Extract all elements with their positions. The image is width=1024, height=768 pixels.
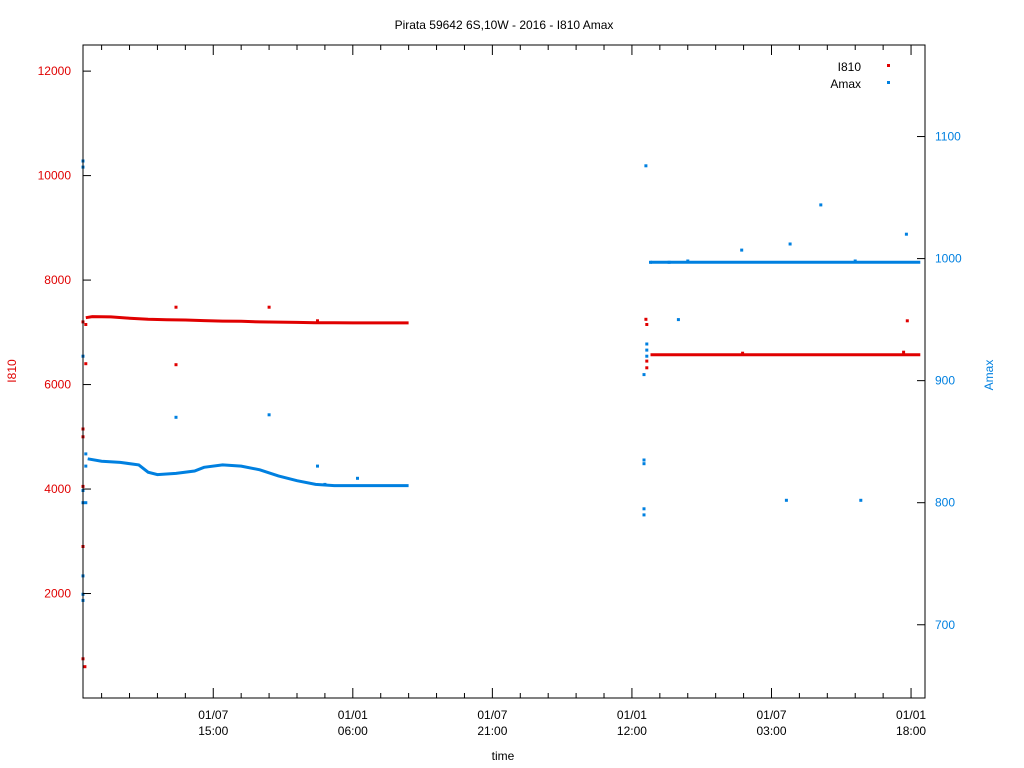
data-point-i810 — [174, 305, 178, 309]
x-tick-label-time: 12:00 — [617, 724, 647, 738]
data-point-amax — [645, 348, 649, 352]
data-point-i810 — [174, 363, 178, 367]
data-point-amax — [84, 464, 88, 468]
y-right-tick-label: 700 — [935, 618, 955, 632]
y-right-tick-label: 1000 — [935, 252, 962, 266]
data-point-amax — [676, 318, 680, 322]
x-tick-label-date: 01/07 — [756, 708, 786, 722]
data-point-amax — [667, 260, 671, 264]
x-tick-label-date: 01/01 — [338, 708, 368, 722]
y-axis-label-left: I810 — [5, 359, 19, 383]
tick-labels: 2000 4000 6000 8000 10000 12000 700 800 900 1000 1… — [38, 64, 962, 738]
x-tick-label-time: 21:00 — [477, 724, 507, 738]
data-point-amax — [853, 259, 857, 263]
x-tick-label-time: 18:00 — [896, 724, 926, 738]
y-axis-label-right: Amax — [982, 360, 996, 391]
legend-marker-i810 — [887, 64, 890, 67]
x-tick-label-date: 01/01 — [896, 708, 926, 722]
data-point-amax — [645, 354, 649, 358]
series-i810 — [81, 305, 921, 669]
x-tick-label-date: 01/07 — [198, 708, 228, 722]
data-point-i810 — [902, 350, 906, 354]
x-tick-label-date: 01/07 — [477, 708, 507, 722]
y-right-tick-label: 1100 — [935, 130, 961, 144]
y-left-tick-label: 2000 — [44, 587, 71, 601]
data-point-amax — [642, 513, 646, 517]
data-point-amax — [649, 260, 652, 264]
data-point-amax — [174, 415, 178, 419]
data-point-amax — [642, 458, 646, 462]
legend-marker-amax — [887, 81, 890, 84]
data-point-amax — [316, 464, 319, 468]
y-left-tick-label: 6000 — [44, 378, 71, 392]
data-point-amax — [84, 452, 88, 456]
x-tick-label-time: 03:00 — [756, 724, 786, 738]
data-point-i810 — [267, 305, 271, 309]
y-left-tick-label: 8000 — [44, 273, 71, 287]
data-point-amax — [904, 232, 908, 236]
y-right-tick-label: 900 — [935, 374, 955, 388]
data-point-amax — [356, 476, 359, 480]
plot-frame — [82, 44, 926, 699]
data-point-amax — [645, 342, 649, 346]
series-line-amax — [87, 457, 409, 488]
y-right-tick-label: 800 — [935, 496, 955, 510]
data-point-amax — [642, 373, 646, 377]
data-point-amax — [642, 462, 646, 466]
x-tick-label-time: 15:00 — [198, 724, 228, 738]
data-point-amax — [784, 498, 788, 502]
legend: I810 Amax — [830, 60, 890, 91]
data-point-amax — [740, 248, 744, 252]
data-point-i810 — [645, 323, 649, 326]
y-left-tick-label: 4000 — [44, 482, 71, 496]
x-tick-label-date: 01/01 — [617, 708, 647, 722]
data-point-amax — [788, 242, 792, 246]
data-point-i810 — [644, 317, 648, 321]
data-point-i810 — [83, 665, 87, 669]
x-tick-label-time: 06:00 — [338, 724, 368, 738]
data-point-i810 — [645, 366, 649, 370]
data-point-amax — [642, 507, 646, 511]
data-point-amax — [323, 482, 327, 486]
data-point-amax — [819, 203, 823, 207]
plot-marks — [81, 159, 921, 669]
data-point-i810 — [316, 319, 319, 323]
legend-label-amax: Amax — [830, 77, 861, 91]
data-point-amax — [859, 498, 863, 502]
series-amax — [81, 159, 921, 602]
data-point-i810 — [84, 323, 88, 326]
data-point-amax — [644, 164, 648, 168]
data-point-amax — [267, 413, 271, 417]
series-line-i810 — [85, 315, 409, 325]
data-point-amax — [686, 259, 690, 263]
y-left-tick-label: 12000 — [38, 64, 72, 78]
data-point-i810 — [645, 359, 649, 363]
data-point-i810 — [84, 362, 88, 366]
data-point-i810 — [905, 319, 909, 323]
x-axis-label: time — [492, 749, 515, 763]
legend-label-i810: I810 — [838, 60, 862, 74]
data-point-amax — [84, 501, 88, 505]
y-left-tick-label: 10000 — [38, 169, 72, 183]
data-point-i810 — [741, 351, 745, 355]
chart-title: Pirata 59642 6S,10W - 2016 - I810 Amax — [395, 18, 614, 32]
axis-ticks — [83, 45, 925, 698]
